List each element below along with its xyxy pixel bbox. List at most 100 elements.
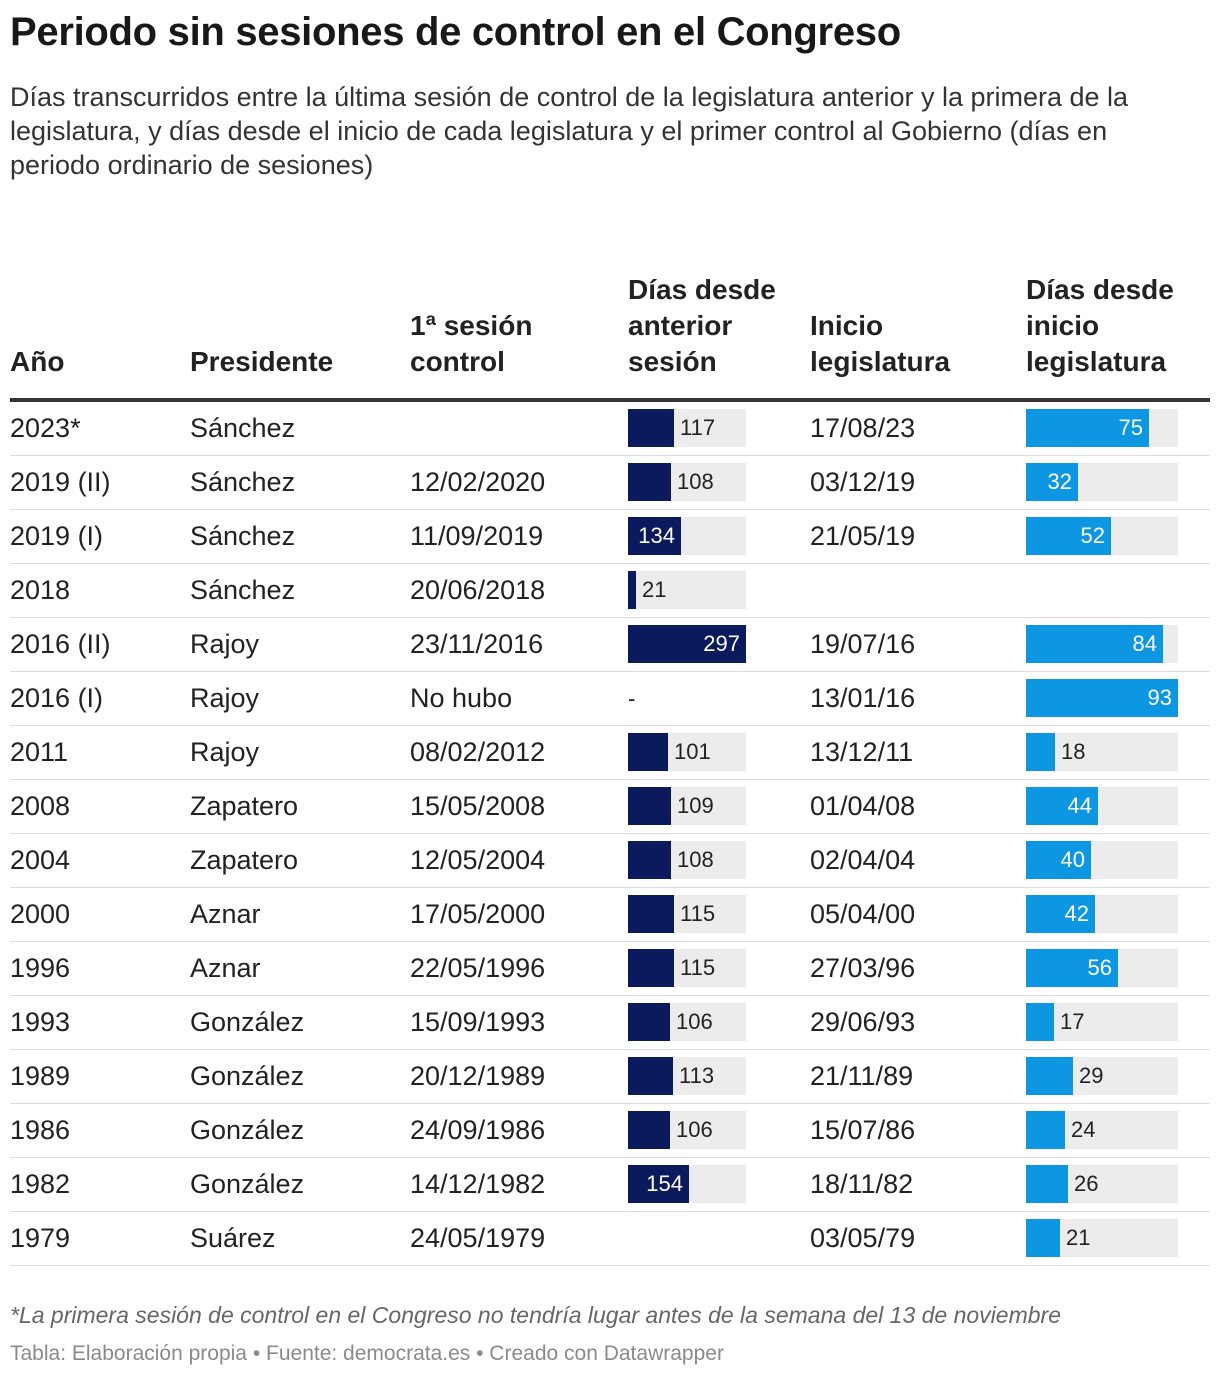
- bar-dias-anterior: 21: [628, 571, 746, 609]
- bar-dias-inicio: 84: [1026, 625, 1178, 663]
- cell-presidente: Zapatero: [190, 845, 299, 875]
- bar-dias-anterior-label: 115: [680, 955, 716, 980]
- header-dias-inicio[interactable]: Días desde inicio legislatura: [1026, 274, 1174, 377]
- cell-primera-sesion: No hubo: [410, 683, 513, 713]
- bar-dias-anterior-fill: [628, 625, 746, 663]
- bar-dias-inicio-label: 26: [1074, 1171, 1099, 1196]
- bar-dias-anterior: 106: [628, 1111, 746, 1149]
- bar-dias-inicio-label: 56: [1087, 955, 1112, 980]
- bar-dias-inicio-fill: [1026, 1219, 1060, 1257]
- cell-anio: 1996: [10, 953, 71, 983]
- cell-inicio-legislatura: 13/12/11: [810, 737, 914, 767]
- bar-dias-inicio: 40: [1026, 841, 1178, 879]
- cell-anio: 2016 (II): [10, 629, 111, 659]
- table-row: 2011 Rajoy 08/02/2012 101 13/12/11 18: [10, 726, 1210, 780]
- cell-anio: 2016 (I): [10, 683, 104, 713]
- header-primera-sesion[interactable]: 1ª sesión control: [410, 310, 533, 377]
- cell-presidente: Sánchez: [190, 413, 296, 443]
- cell-presidente: Rajoy: [190, 629, 260, 659]
- table-row: 1996 Aznar 22/05/1996 115 27/03/96 56: [10, 942, 1210, 996]
- bar-dias-anterior-fill: [628, 841, 671, 879]
- bar-dias-inicio-label: 18: [1061, 739, 1086, 764]
- cell-primera-sesion: 20/12/1989: [410, 1061, 546, 1091]
- chart-subtitle: Días transcurridos entre la última sesió…: [10, 82, 1129, 180]
- cell-presidente: Aznar: [190, 953, 261, 983]
- header-presidente[interactable]: Presidente: [190, 346, 334, 377]
- bar-dias-inicio-fill: [1026, 949, 1118, 987]
- cell-primera-sesion: 11/09/2019: [410, 521, 544, 551]
- bar-dias-inicio-fill: [1026, 679, 1178, 717]
- table-row: 2023* Sánchez 117 17/08/23 75: [10, 402, 1210, 456]
- bar-dias-anterior-fill: [628, 517, 681, 555]
- bar-dias-inicio-fill: [1026, 1057, 1073, 1095]
- cell-inicio-legislatura: 02/04/04: [810, 845, 916, 875]
- bar-dias-inicio-label: 52: [1080, 523, 1105, 548]
- bar-dias-inicio-fill: [1026, 895, 1095, 933]
- table-row: 1993 González 15/09/1993 106 29/06/93 17: [10, 996, 1210, 1050]
- bar-dias-inicio-label: 75: [1118, 415, 1143, 440]
- bar-dias-anterior-fill: [628, 1057, 673, 1095]
- bar-dias-inicio: 18: [1026, 733, 1178, 771]
- bar-dias-inicio-fill: [1026, 787, 1098, 825]
- header-dias-anterior[interactable]: Días desde anterior sesión: [628, 274, 776, 377]
- cell-primera-sesion: 17/05/2000: [410, 899, 546, 929]
- bar-dias-anterior: 101: [628, 733, 746, 771]
- cell-inicio-legislatura: 27/03/96: [810, 953, 916, 983]
- bar-dias-anterior: 297: [628, 625, 746, 663]
- bar-dias-anterior-fill: [628, 1003, 670, 1041]
- bar-dias-inicio-label: 40: [1060, 847, 1085, 872]
- header-anio[interactable]: Año: [10, 346, 65, 377]
- header-inicio-legislatura[interactable]: Inicio legislatura: [810, 310, 951, 377]
- cell-anio: 2023*: [10, 413, 81, 443]
- source-line: Tabla: Elaboración propia • Fuente: demo…: [10, 1342, 724, 1365]
- bar-dias-inicio-label: 24: [1071, 1117, 1096, 1142]
- bar-dias-anterior-fill: [628, 463, 671, 501]
- cell-primera-sesion: 24/09/1986: [410, 1115, 546, 1145]
- bar-dias-inicio-label: 29: [1079, 1063, 1104, 1088]
- bar-dias-anterior-label: 21: [642, 577, 667, 602]
- bar-dias-inicio: 93: [1026, 679, 1178, 717]
- table-row: 1986 González 24/09/1986 106 15/07/86 24: [10, 1104, 1210, 1158]
- cell-primera-sesion: 24/05/1979: [410, 1223, 546, 1253]
- cell-presidente: Sánchez: [190, 521, 296, 551]
- cell-anio: 1982: [10, 1169, 71, 1199]
- bar-dias-anterior: 113: [628, 1057, 746, 1095]
- cell-presidente: González: [190, 1061, 305, 1091]
- bar-dias-anterior-label: 108: [677, 469, 714, 494]
- bar-dias-anterior-label: 154: [646, 1171, 683, 1196]
- cell-primera-sesion: 15/09/1993: [410, 1007, 546, 1037]
- bar-dias-inicio: 29: [1026, 1057, 1178, 1095]
- bar-dias-inicio-label: 32: [1047, 469, 1072, 494]
- table-body: 2023* Sánchez 117 17/08/23 75 2019 (II) Sánche…: [10, 402, 1210, 1266]
- table-row: 1979 Suárez 24/05/1979 03/05/79 21: [10, 1212, 1210, 1266]
- bar-dias-inicio-label: 42: [1064, 901, 1089, 926]
- bar-dias-inicio-label: 44: [1067, 793, 1092, 818]
- cell-primera-sesion: 20/06/2018: [410, 575, 546, 605]
- footnote: *La primera sesión de control en el Cong…: [10, 1302, 1061, 1328]
- bar-dias-anterior-label: 109: [677, 793, 714, 818]
- bar-dias-anterior-label: 106: [676, 1117, 713, 1142]
- cell-presidente: Aznar: [190, 899, 261, 929]
- bar-dias-inicio-label: 93: [1147, 685, 1172, 710]
- bar-dias-anterior-fill: [628, 1165, 689, 1203]
- cell-presidente: Rajoy: [190, 737, 260, 767]
- cell-inicio-legislatura: 21/05/19: [810, 521, 916, 551]
- bar-dias-inicio-fill: [1026, 1165, 1068, 1203]
- cell-anio: 1979: [10, 1223, 71, 1253]
- cell-presidente: Sánchez: [190, 467, 296, 497]
- cell-inicio-legislatura: 15/07/86: [810, 1115, 916, 1145]
- bar-dias-inicio: 56: [1026, 949, 1178, 987]
- bar-dias-inicio: 75: [1026, 409, 1178, 447]
- bar-dias-inicio-label: 21: [1066, 1225, 1091, 1250]
- cell-presidente: Rajoy: [190, 683, 260, 713]
- bar-dias-inicio-fill: [1026, 1111, 1065, 1149]
- cell-primera-sesion: 15/05/2008: [410, 791, 546, 821]
- cell-anio: 2011: [10, 737, 69, 767]
- cell-inicio-legislatura: 18/11/82: [810, 1169, 914, 1199]
- cell-inicio-legislatura: 13/01/16: [810, 683, 916, 713]
- bar-dias-anterior-fill: [628, 949, 674, 987]
- bar-dias-anterior-label: 134: [638, 523, 675, 548]
- bar-dias-anterior-fill: [628, 571, 636, 609]
- bar-dias-anterior-label: 106: [676, 1009, 713, 1034]
- bar-dias-anterior-track: [628, 571, 746, 609]
